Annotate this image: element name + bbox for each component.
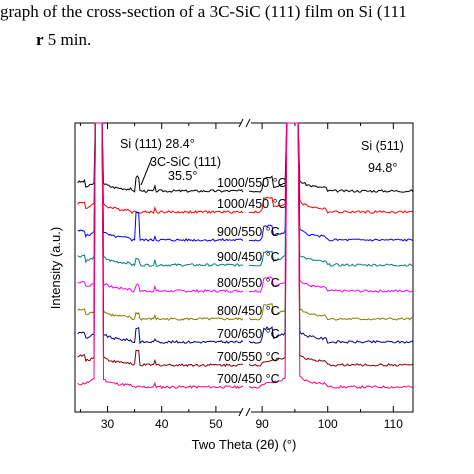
x-tick-label: 50 xyxy=(209,417,223,431)
series-label: 700/550 °C xyxy=(217,350,280,364)
axis-break-mark xyxy=(245,118,251,128)
series-label: 800/450 °C xyxy=(217,304,280,318)
series-line-left xyxy=(77,122,244,390)
series-line-left xyxy=(77,122,244,267)
plot-frame xyxy=(74,122,414,413)
peak-label-si511-name: Si (511) xyxy=(361,139,404,153)
series-line-left xyxy=(77,122,244,193)
axis-break-gap xyxy=(241,118,251,128)
series-line-right xyxy=(248,122,414,193)
series-label: 700/450 °C xyxy=(217,372,280,386)
series-line-left xyxy=(77,122,244,368)
series-label: 900/450 °C xyxy=(217,250,280,264)
series-label: 900/550 °C xyxy=(217,225,280,239)
axis-break-gap xyxy=(241,407,251,417)
peak-label-si511-angle: 94.8° xyxy=(368,161,397,175)
caption-line-2: r 5 min. xyxy=(36,30,92,49)
x-tick-label: 90 xyxy=(255,417,269,431)
series-label: 800/550 °C xyxy=(217,276,280,290)
series-line-right xyxy=(248,122,414,389)
peak-label-si111: Si (111) 28.4° xyxy=(120,137,195,151)
axis-break-mark xyxy=(238,407,244,417)
series-label: 1000/450 °C xyxy=(217,197,287,211)
peak-arrow-sic xyxy=(140,157,153,186)
peak-label-sic-angle: 35.5° xyxy=(168,169,197,183)
series-line-left xyxy=(77,122,244,242)
series-line-right xyxy=(248,122,414,267)
series-line-left xyxy=(77,122,244,345)
series-line-right xyxy=(248,122,414,242)
series-line-right xyxy=(248,122,414,367)
series-line-right xyxy=(248,122,414,344)
x-tick-label: 100 xyxy=(318,417,338,431)
series-line-left xyxy=(77,122,244,321)
series-label: 700/650 °C xyxy=(217,327,280,341)
series-label: 1000/550 °C xyxy=(217,176,287,190)
x-axis-label: Two Theta (2θ) (°) xyxy=(192,437,297,452)
peak-label-sic-name: 3C-SiC (111) xyxy=(150,155,221,169)
series-line-right xyxy=(248,122,414,293)
x-tick-label: 40 xyxy=(155,417,169,431)
axis-break-mark xyxy=(245,407,251,417)
axis-break-mark xyxy=(238,118,244,128)
y-axis-label: Intensity (a.u.) xyxy=(48,227,63,309)
series-line-right xyxy=(248,122,414,321)
x-tick-label: 30 xyxy=(101,417,115,431)
series-line-left xyxy=(77,122,244,215)
x-tick-label: 110 xyxy=(384,417,403,431)
series-line-right xyxy=(248,122,414,214)
caption-line-1: graph of the cross-section of a 3C-SiC (… xyxy=(0,2,407,21)
series-line-left xyxy=(77,122,244,293)
